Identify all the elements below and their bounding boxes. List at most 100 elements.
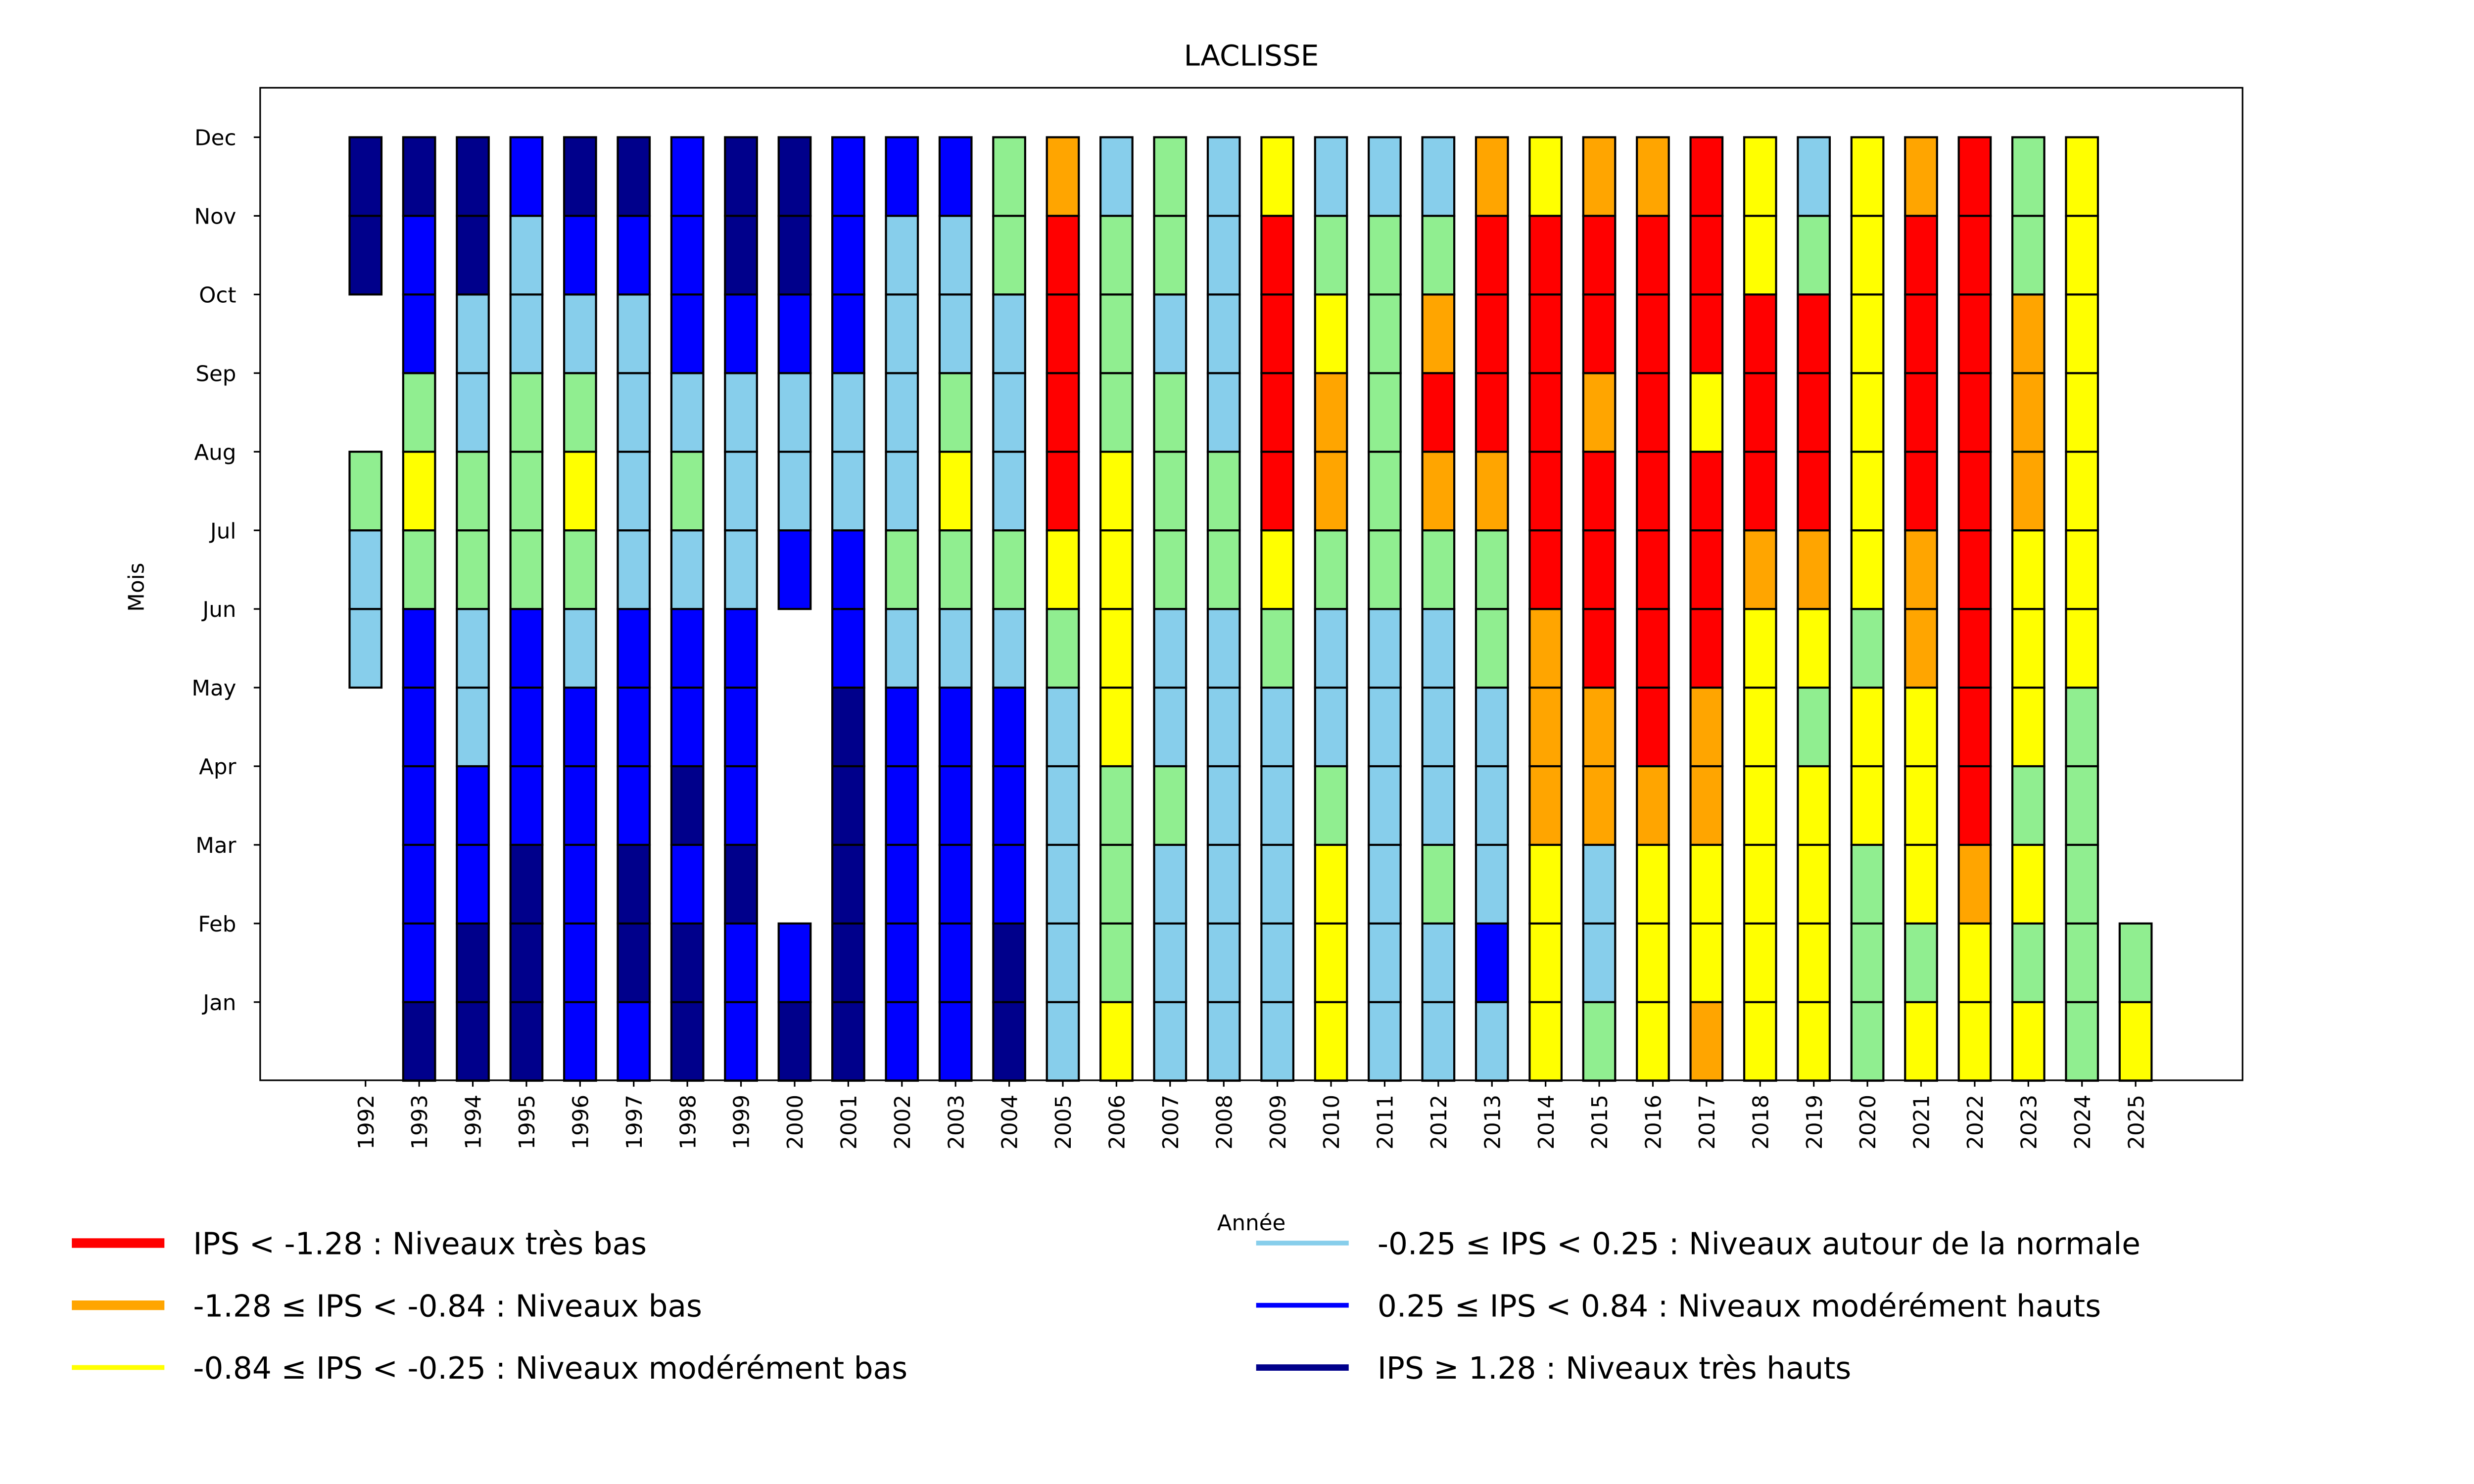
legend-label: -0.25 ≤ IPS < 0.25 : Niveaux autour de l… [1378,1226,2141,1261]
x-tick-label: 2023 [2017,1095,2042,1150]
cell-1998-apr [670,765,705,846]
legend-label: IPS < -1.28 : Niveaux très bas [193,1226,647,1261]
cell-2002-jul [885,529,919,610]
cell-2009-apr [1260,765,1294,846]
cell-2022-dec [1957,136,1992,217]
cell-2020-nov [1850,215,1885,296]
cell-2020-dec [1850,136,1885,217]
x-tick-label: 2014 [1534,1095,1559,1150]
cell-2004-jul [992,529,1026,610]
cell-2004-jun [992,607,1026,689]
x-tick-label: 1997 [622,1095,647,1150]
cell-2010-nov [1314,215,1348,296]
cell-1999-feb [724,922,758,1003]
cell-1999-nov [724,215,758,296]
cell-2018-jul [1743,529,1777,610]
cell-2006-nov [1099,215,1134,296]
cell-2005-jun [1046,607,1080,689]
cell-2017-jan [1689,1001,1724,1082]
cell-2014-dec [1528,136,1563,217]
cell-2002-apr [885,765,919,846]
x-tick-label: 2003 [944,1095,969,1150]
cell-1997-nov [617,215,651,296]
cell-2007-may [1153,686,1188,768]
cell-2024-jul [2065,529,2099,610]
y-tick-label: Dec [194,126,236,151]
cell-2001-dec [831,136,865,217]
cell-2015-sep [1582,372,1617,453]
cell-2018-jun [1743,607,1777,689]
legend-label: -1.28 ≤ IPS < -0.84 : Niveaux bas [193,1289,702,1324]
cell-2023-feb [2011,922,2046,1003]
y-tick-label: Nov [194,204,236,229]
cell-1999-dec [724,136,758,217]
cell-2016-aug [1636,451,1670,532]
cell-1997-jul [617,529,651,610]
cell-2019-apr [1797,765,1831,846]
cell-1995-may [509,686,544,768]
cell-2002-nov [885,215,919,296]
cell-1998-aug [670,451,705,532]
cell-1994-may [456,686,490,768]
x-tick-label: 2021 [1910,1095,1935,1150]
cell-2004-sep [992,372,1026,453]
cell-2006-jul [1099,529,1134,610]
cell-2008-sep [1206,372,1241,453]
cell-2013-aug [1475,451,1509,532]
cell-2005-mar [1046,843,1080,925]
cell-1997-may [617,686,651,768]
cell-2020-oct [1850,293,1885,374]
chart-title: LACLISSE [1184,39,1319,72]
x-tick-label: 1995 [515,1095,540,1150]
cell-2016-jan [1636,1001,1670,1082]
cell-1992-aug [348,451,383,532]
cell-2012-mar [1421,843,1456,925]
cell-1995-jan [509,1001,544,1082]
cell-2000-jan [777,1001,812,1082]
x-tick-label: 2006 [1105,1095,1130,1150]
cell-2020-jan [1850,1001,1885,1082]
cell-2005-sep [1046,372,1080,453]
cell-1994-oct [456,293,490,374]
legend-label: 0.25 ≤ IPS < 0.84 : Niveaux modérément h… [1378,1289,2101,1324]
cell-1995-mar [509,843,544,925]
cell-2019-jul [1797,529,1831,610]
cell-2014-jun [1528,607,1563,689]
cell-2013-jan [1475,1001,1509,1082]
cell-2008-may [1206,686,1241,768]
cell-2008-mar [1206,843,1241,925]
cell-2024-mar [2065,843,2099,925]
cell-1993-oct [402,293,436,374]
cell-2016-jun [1636,607,1670,689]
y-tick-label: Jun [201,598,236,622]
x-tick-label: 2022 [1963,1095,1988,1150]
cell-1995-oct [509,293,544,374]
cell-2025-feb [2118,922,2153,1003]
legend-label: IPS ≥ 1.28 : Niveaux très hauts [1378,1351,1851,1386]
cell-2007-jun [1153,607,1188,689]
cell-2008-oct [1206,293,1241,374]
cell-2011-aug [1368,451,1402,532]
cell-2009-jun [1260,607,1294,689]
cell-2006-apr [1099,765,1134,846]
cell-2006-sep [1099,372,1134,453]
cell-2021-jun [1904,607,1938,689]
cell-1994-jul [456,529,490,610]
cell-2003-mar [938,843,973,925]
cell-2009-dec [1260,136,1294,217]
cell-1998-mar [670,843,705,925]
cell-2004-oct [992,293,1026,374]
cell-2006-may [1099,686,1134,768]
cell-1995-apr [509,765,544,846]
cell-1997-sep [617,372,651,453]
cell-2017-dec [1689,136,1724,217]
cell-2018-jan [1743,1001,1777,1082]
x-tick-label: 1998 [676,1095,701,1150]
cell-2016-feb [1636,922,1670,1003]
cell-2006-oct [1099,293,1134,374]
cell-2023-apr [2011,765,2046,846]
cell-2000-aug [777,451,812,532]
cell-2003-sep [938,372,973,453]
cell-1997-aug [617,451,651,532]
